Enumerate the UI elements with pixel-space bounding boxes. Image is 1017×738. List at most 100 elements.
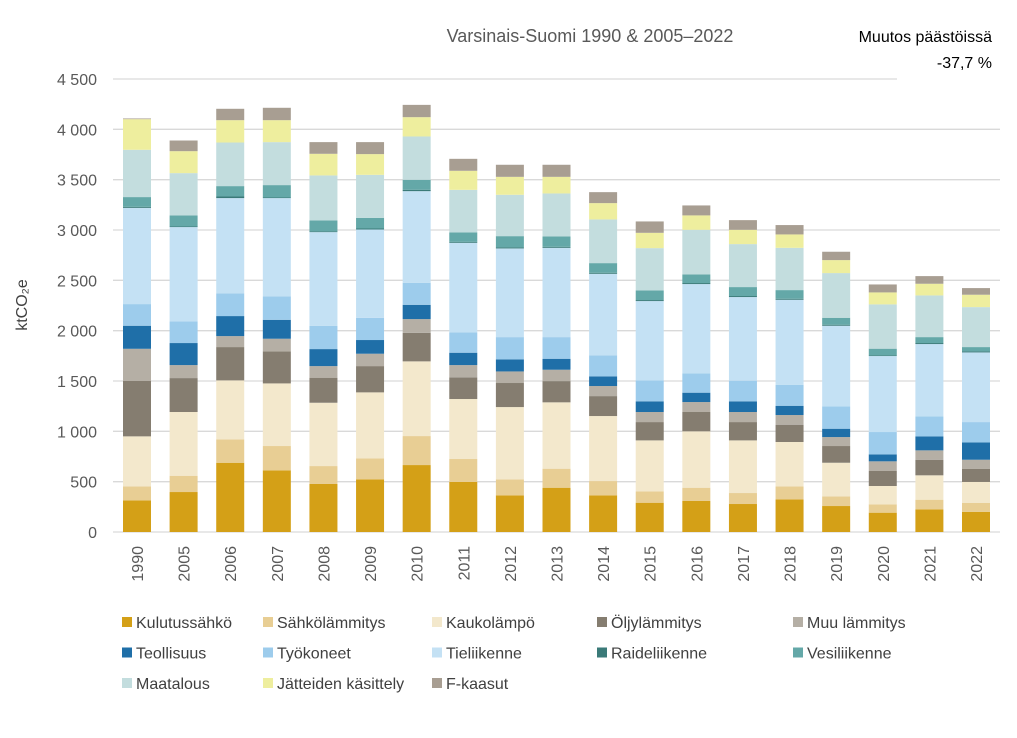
bar-segment bbox=[775, 247, 804, 291]
bar-segment bbox=[728, 296, 757, 298]
x-tick-label: 2005 bbox=[177, 546, 194, 582]
legend-label: Jätteiden käsittely bbox=[277, 676, 404, 693]
bar-segment bbox=[309, 366, 338, 378]
bar-segment bbox=[495, 337, 524, 360]
legend-label: Kaukolämpö bbox=[446, 615, 535, 632]
bar-segment bbox=[868, 284, 897, 293]
bar-segment bbox=[123, 119, 151, 150]
bar-segment bbox=[169, 492, 198, 532]
bar-segment bbox=[262, 120, 291, 143]
legend-swatch bbox=[597, 647, 607, 658]
bar-segment bbox=[868, 485, 897, 505]
bar-segment bbox=[822, 324, 851, 326]
bar-segment bbox=[449, 399, 478, 460]
bar-segment bbox=[356, 479, 385, 532]
bar-segment bbox=[123, 436, 151, 487]
bar-segment bbox=[123, 149, 151, 198]
x-tick-label: 2008 bbox=[316, 546, 333, 582]
x-tick-label: 2011 bbox=[456, 546, 473, 581]
bar-segment bbox=[123, 197, 151, 207]
bar-segment bbox=[449, 232, 478, 242]
bar-segment bbox=[682, 500, 711, 532]
legend-swatch bbox=[122, 678, 132, 688]
bar-segment bbox=[402, 191, 431, 283]
bar-segment bbox=[589, 495, 618, 532]
bar-segment bbox=[822, 406, 851, 429]
legend-item: Jätteiden käsittely bbox=[263, 676, 404, 693]
bar-segment bbox=[775, 225, 804, 235]
bar-segment bbox=[449, 377, 478, 400]
legend-item: F-kaasut bbox=[432, 676, 509, 693]
bar-segment bbox=[123, 207, 151, 305]
x-tick-label: 2013 bbox=[550, 546, 567, 582]
bar-segment bbox=[868, 512, 897, 532]
legend-swatch bbox=[432, 617, 442, 627]
bar-segment bbox=[635, 380, 664, 402]
bar-segment bbox=[542, 164, 571, 177]
x-tick-label: 2019 bbox=[829, 546, 846, 582]
bar-segment bbox=[682, 392, 711, 403]
bar-segment bbox=[915, 450, 944, 460]
legend-label: F-kaasut bbox=[446, 676, 509, 693]
bar-segment bbox=[682, 402, 711, 413]
bar-segment bbox=[775, 298, 804, 300]
bar-segment bbox=[635, 301, 664, 381]
bar-segment bbox=[216, 198, 245, 294]
bar-segment bbox=[682, 431, 711, 488]
bar-segment bbox=[822, 506, 851, 532]
x-tick-label: 2022 bbox=[969, 546, 986, 582]
bar-segment bbox=[635, 422, 664, 441]
legend-item: Tieliikenne bbox=[432, 646, 522, 663]
bar-segment bbox=[169, 475, 198, 493]
legend-item: Vesiliikenne bbox=[793, 646, 892, 663]
bar-segment bbox=[169, 321, 198, 344]
bar-segment bbox=[962, 442, 990, 460]
bar-segment bbox=[262, 338, 291, 352]
x-tick-label: 2016 bbox=[689, 546, 706, 582]
bar-segment bbox=[822, 251, 851, 261]
bar-segment bbox=[262, 296, 291, 320]
bar-segment bbox=[682, 283, 711, 285]
legend-swatch bbox=[122, 647, 132, 658]
y-tick-label: 1 500 bbox=[57, 374, 97, 391]
legend-item: Kulutussähkö bbox=[122, 615, 232, 632]
bar-segment bbox=[309, 466, 338, 484]
bar-segment bbox=[962, 294, 990, 308]
bar-segment bbox=[216, 316, 245, 337]
bar-segment bbox=[915, 283, 944, 296]
bar-segment bbox=[542, 176, 571, 194]
bar-segment bbox=[309, 153, 338, 176]
bar-segment bbox=[542, 236, 571, 247]
bar-segment bbox=[915, 436, 944, 451]
bar-segment bbox=[682, 487, 711, 501]
x-tick-label: 2010 bbox=[410, 546, 427, 582]
bar-segment bbox=[542, 381, 571, 403]
bar-segment bbox=[962, 307, 990, 348]
bar-segment bbox=[822, 273, 851, 318]
bar-segment bbox=[635, 248, 664, 291]
x-tick-label: 2014 bbox=[596, 546, 613, 582]
bar-segment bbox=[216, 186, 245, 197]
bar-segment bbox=[822, 437, 851, 447]
bar-segment bbox=[822, 462, 851, 497]
bar-segment bbox=[822, 496, 851, 507]
bar-segment bbox=[402, 179, 431, 190]
bar-segment bbox=[495, 383, 524, 408]
bar-segment bbox=[495, 479, 524, 496]
bar-segment bbox=[262, 351, 291, 384]
bar-segment bbox=[356, 174, 385, 218]
change-label: Muutos päästöissä bbox=[859, 29, 993, 46]
y-tick-label: 4 000 bbox=[57, 122, 97, 139]
bar-segment bbox=[868, 432, 897, 455]
bar-segment bbox=[728, 287, 757, 297]
bar-segment bbox=[216, 196, 245, 199]
x-tick-label: 2021 bbox=[922, 546, 939, 582]
bar-segment bbox=[589, 376, 618, 387]
legend-swatch bbox=[263, 647, 273, 658]
bar-segment bbox=[123, 206, 151, 208]
bar-segment bbox=[962, 288, 990, 295]
legend-label: Tieliikenne bbox=[446, 646, 522, 663]
bar-segment bbox=[216, 293, 245, 317]
bar-segment bbox=[309, 325, 338, 350]
legend-label: Vesiliikenne bbox=[807, 646, 892, 663]
